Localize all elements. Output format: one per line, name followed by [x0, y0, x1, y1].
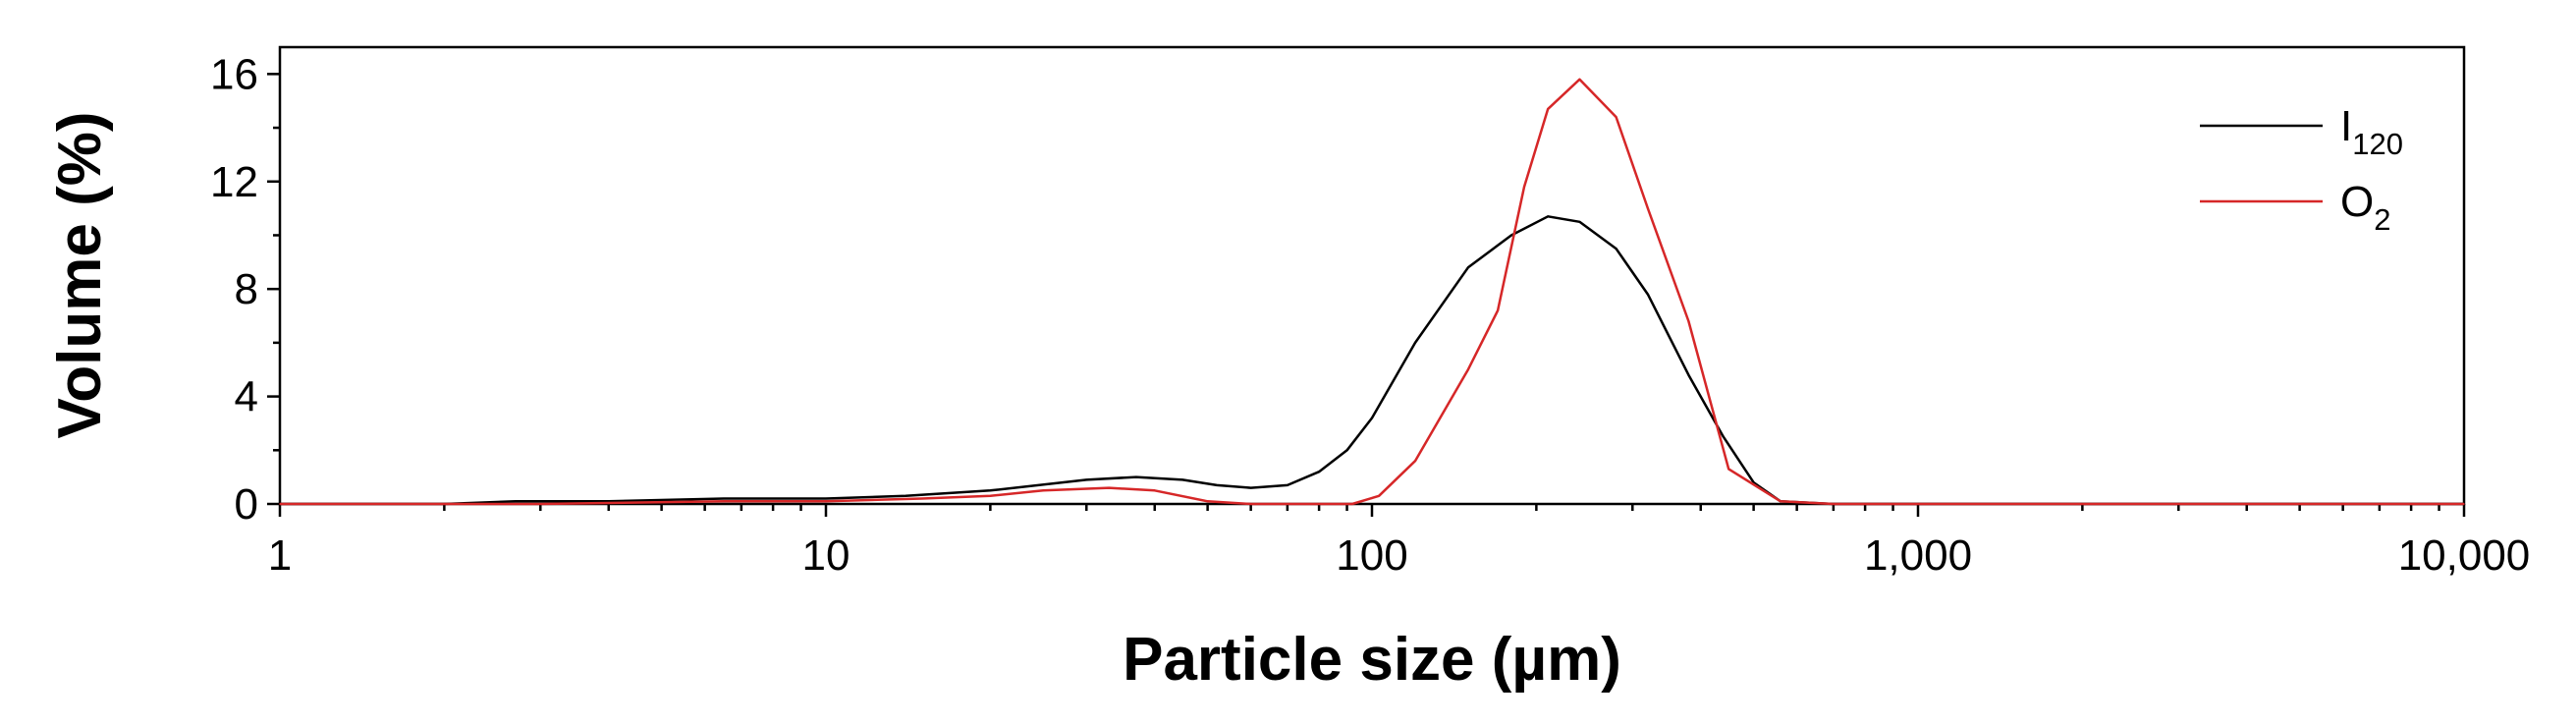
- data-point-o2: [1917, 503, 1919, 505]
- y-tick-label: 0: [235, 480, 258, 529]
- data-point-o2: [1547, 108, 1549, 110]
- data-point-o2: [1687, 320, 1690, 322]
- data-point-i120: [1371, 417, 1373, 419]
- x-tick-label: 100: [1336, 531, 1407, 580]
- x-tick-label: 1,000: [1864, 531, 1972, 580]
- data-point-i120: [1414, 342, 1416, 344]
- data-point-o2: [1153, 489, 1156, 492]
- x-axis-title: Particle size (µm): [1123, 626, 1621, 694]
- data-point-o2: [1467, 368, 1469, 371]
- data-point-o2: [1780, 500, 1781, 503]
- data-point-o2: [1615, 116, 1617, 118]
- y-axis-ticks: 0 4 8 12 16: [210, 50, 280, 529]
- x-tick-label: 10,000: [2398, 531, 2531, 580]
- plot-frame: [278, 45, 2466, 506]
- y-tick-label: 4: [235, 373, 258, 421]
- data-point-i120: [1085, 478, 1088, 481]
- data-point-i120: [1318, 471, 1320, 474]
- series-line-o2: [280, 78, 2464, 506]
- x-tick-label: 1: [268, 531, 292, 580]
- legend-label-i120-sub: 120: [2352, 127, 2403, 161]
- data-point-o2: [723, 500, 725, 503]
- legend-label-o2-main: O: [2340, 178, 2374, 226]
- data-point-o2: [2463, 503, 2465, 505]
- data-point-i120: [1181, 478, 1183, 481]
- data-point-i120: [1510, 234, 1512, 237]
- legend-label-o2: O2: [2340, 178, 2390, 237]
- data-point-o2: [1108, 486, 1111, 489]
- data-point-o2: [1727, 468, 1729, 471]
- x-axis-ticks: 1 10 100 1,000 10,000: [268, 504, 2531, 580]
- data-point-o2: [1523, 186, 1525, 188]
- data-point-i120: [1287, 484, 1288, 486]
- data-point-i120: [825, 497, 827, 500]
- data-point-i120: [723, 497, 725, 500]
- legend-label-i120: I120: [2340, 102, 2403, 161]
- legend-label-o2-sub: 2: [2374, 202, 2390, 237]
- data-point-i120: [1345, 449, 1348, 452]
- data-point-i120: [1578, 221, 1581, 223]
- legend: I120 O2: [2200, 102, 2403, 237]
- data-point-i120: [989, 489, 992, 492]
- data-point-o2: [279, 503, 281, 505]
- data-point-i120: [1467, 266, 1469, 269]
- data-point-i120: [1547, 215, 1549, 218]
- data-point-i120: [1615, 248, 1617, 250]
- data-point-o2: [1578, 79, 1581, 81]
- data-point-i120: [1687, 373, 1690, 376]
- data-point-o2: [825, 500, 827, 503]
- data-point-i120: [1647, 293, 1649, 296]
- data-point-o2: [1414, 460, 1416, 463]
- data-point-o2: [921, 497, 923, 500]
- data-point-i120: [607, 500, 610, 503]
- data-point-i120: [1216, 484, 1218, 486]
- data-point-o2: [1206, 500, 1209, 503]
- data-point-o2: [539, 503, 542, 505]
- data-point-i120: [1135, 475, 1137, 478]
- data-point-o2: [1497, 309, 1499, 311]
- data-point-i120: [1752, 481, 1755, 483]
- legend-label-i120-main: I: [2340, 102, 2352, 150]
- series-lines: [279, 78, 2465, 506]
- data-point-o2: [1647, 207, 1649, 209]
- y-tick-label: 16: [210, 50, 258, 98]
- data-point-o2: [1833, 503, 1835, 505]
- data-point-i120: [1249, 486, 1252, 489]
- y-tick-label: 12: [210, 158, 258, 206]
- data-point-o2: [1351, 503, 1353, 505]
- x-tick-label: 10: [802, 531, 850, 580]
- y-axis-title: Volume (%): [46, 112, 114, 439]
- data-point-o2: [1042, 489, 1045, 492]
- data-point-i120: [904, 495, 906, 497]
- series-line-i120: [280, 215, 2464, 506]
- data-point-i120: [515, 500, 517, 503]
- y-tick-label: 8: [235, 265, 258, 313]
- data-point-o2: [989, 495, 992, 497]
- data-point-i120: [1723, 435, 1725, 438]
- data-point-o2: [1378, 495, 1380, 497]
- data-point-o2: [1249, 503, 1252, 505]
